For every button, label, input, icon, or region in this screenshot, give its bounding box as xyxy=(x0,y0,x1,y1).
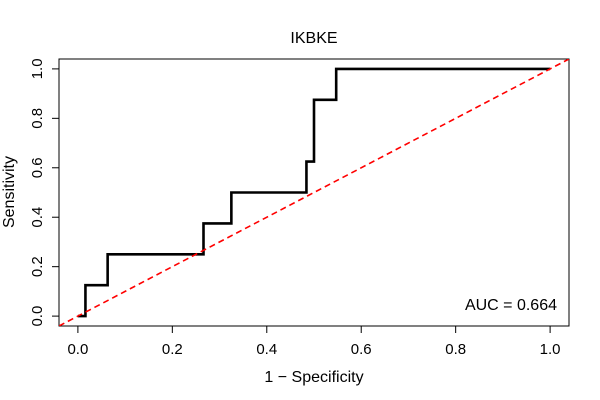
chart-title: IKBKE xyxy=(290,30,337,47)
x-tick-label: 0.2 xyxy=(162,341,183,358)
x-tick-label: 0.4 xyxy=(256,341,277,358)
roc-curve xyxy=(77,67,551,318)
x-tick-label: 1.0 xyxy=(540,341,561,358)
y-tick-label: 0.6 xyxy=(29,157,46,178)
x-tick-label: 0.6 xyxy=(351,341,372,358)
x-axis-label: 1 − Specificity xyxy=(264,369,363,386)
x-tick-label: 0.8 xyxy=(445,341,466,358)
y-tick-label: 0.8 xyxy=(29,108,46,129)
y-axis: 0.0 0.2 0.4 0.6 0.8 1.0 xyxy=(29,58,60,327)
series-layer xyxy=(59,59,569,326)
x-axis: 0.0 0.2 0.4 0.6 0.8 1.0 xyxy=(67,325,561,358)
y-tick-label: 0.2 xyxy=(29,256,46,277)
chance-line xyxy=(59,59,569,326)
y-axis-label: Sensitivity xyxy=(1,156,18,228)
y-tick-label: 1.0 xyxy=(29,58,46,79)
y-tick-label: 0.0 xyxy=(29,306,46,327)
y-tick-label: 0.4 xyxy=(29,207,46,228)
auc-annotation: AUC = 0.664 xyxy=(465,297,557,314)
x-tick-label: 0.0 xyxy=(67,341,88,358)
